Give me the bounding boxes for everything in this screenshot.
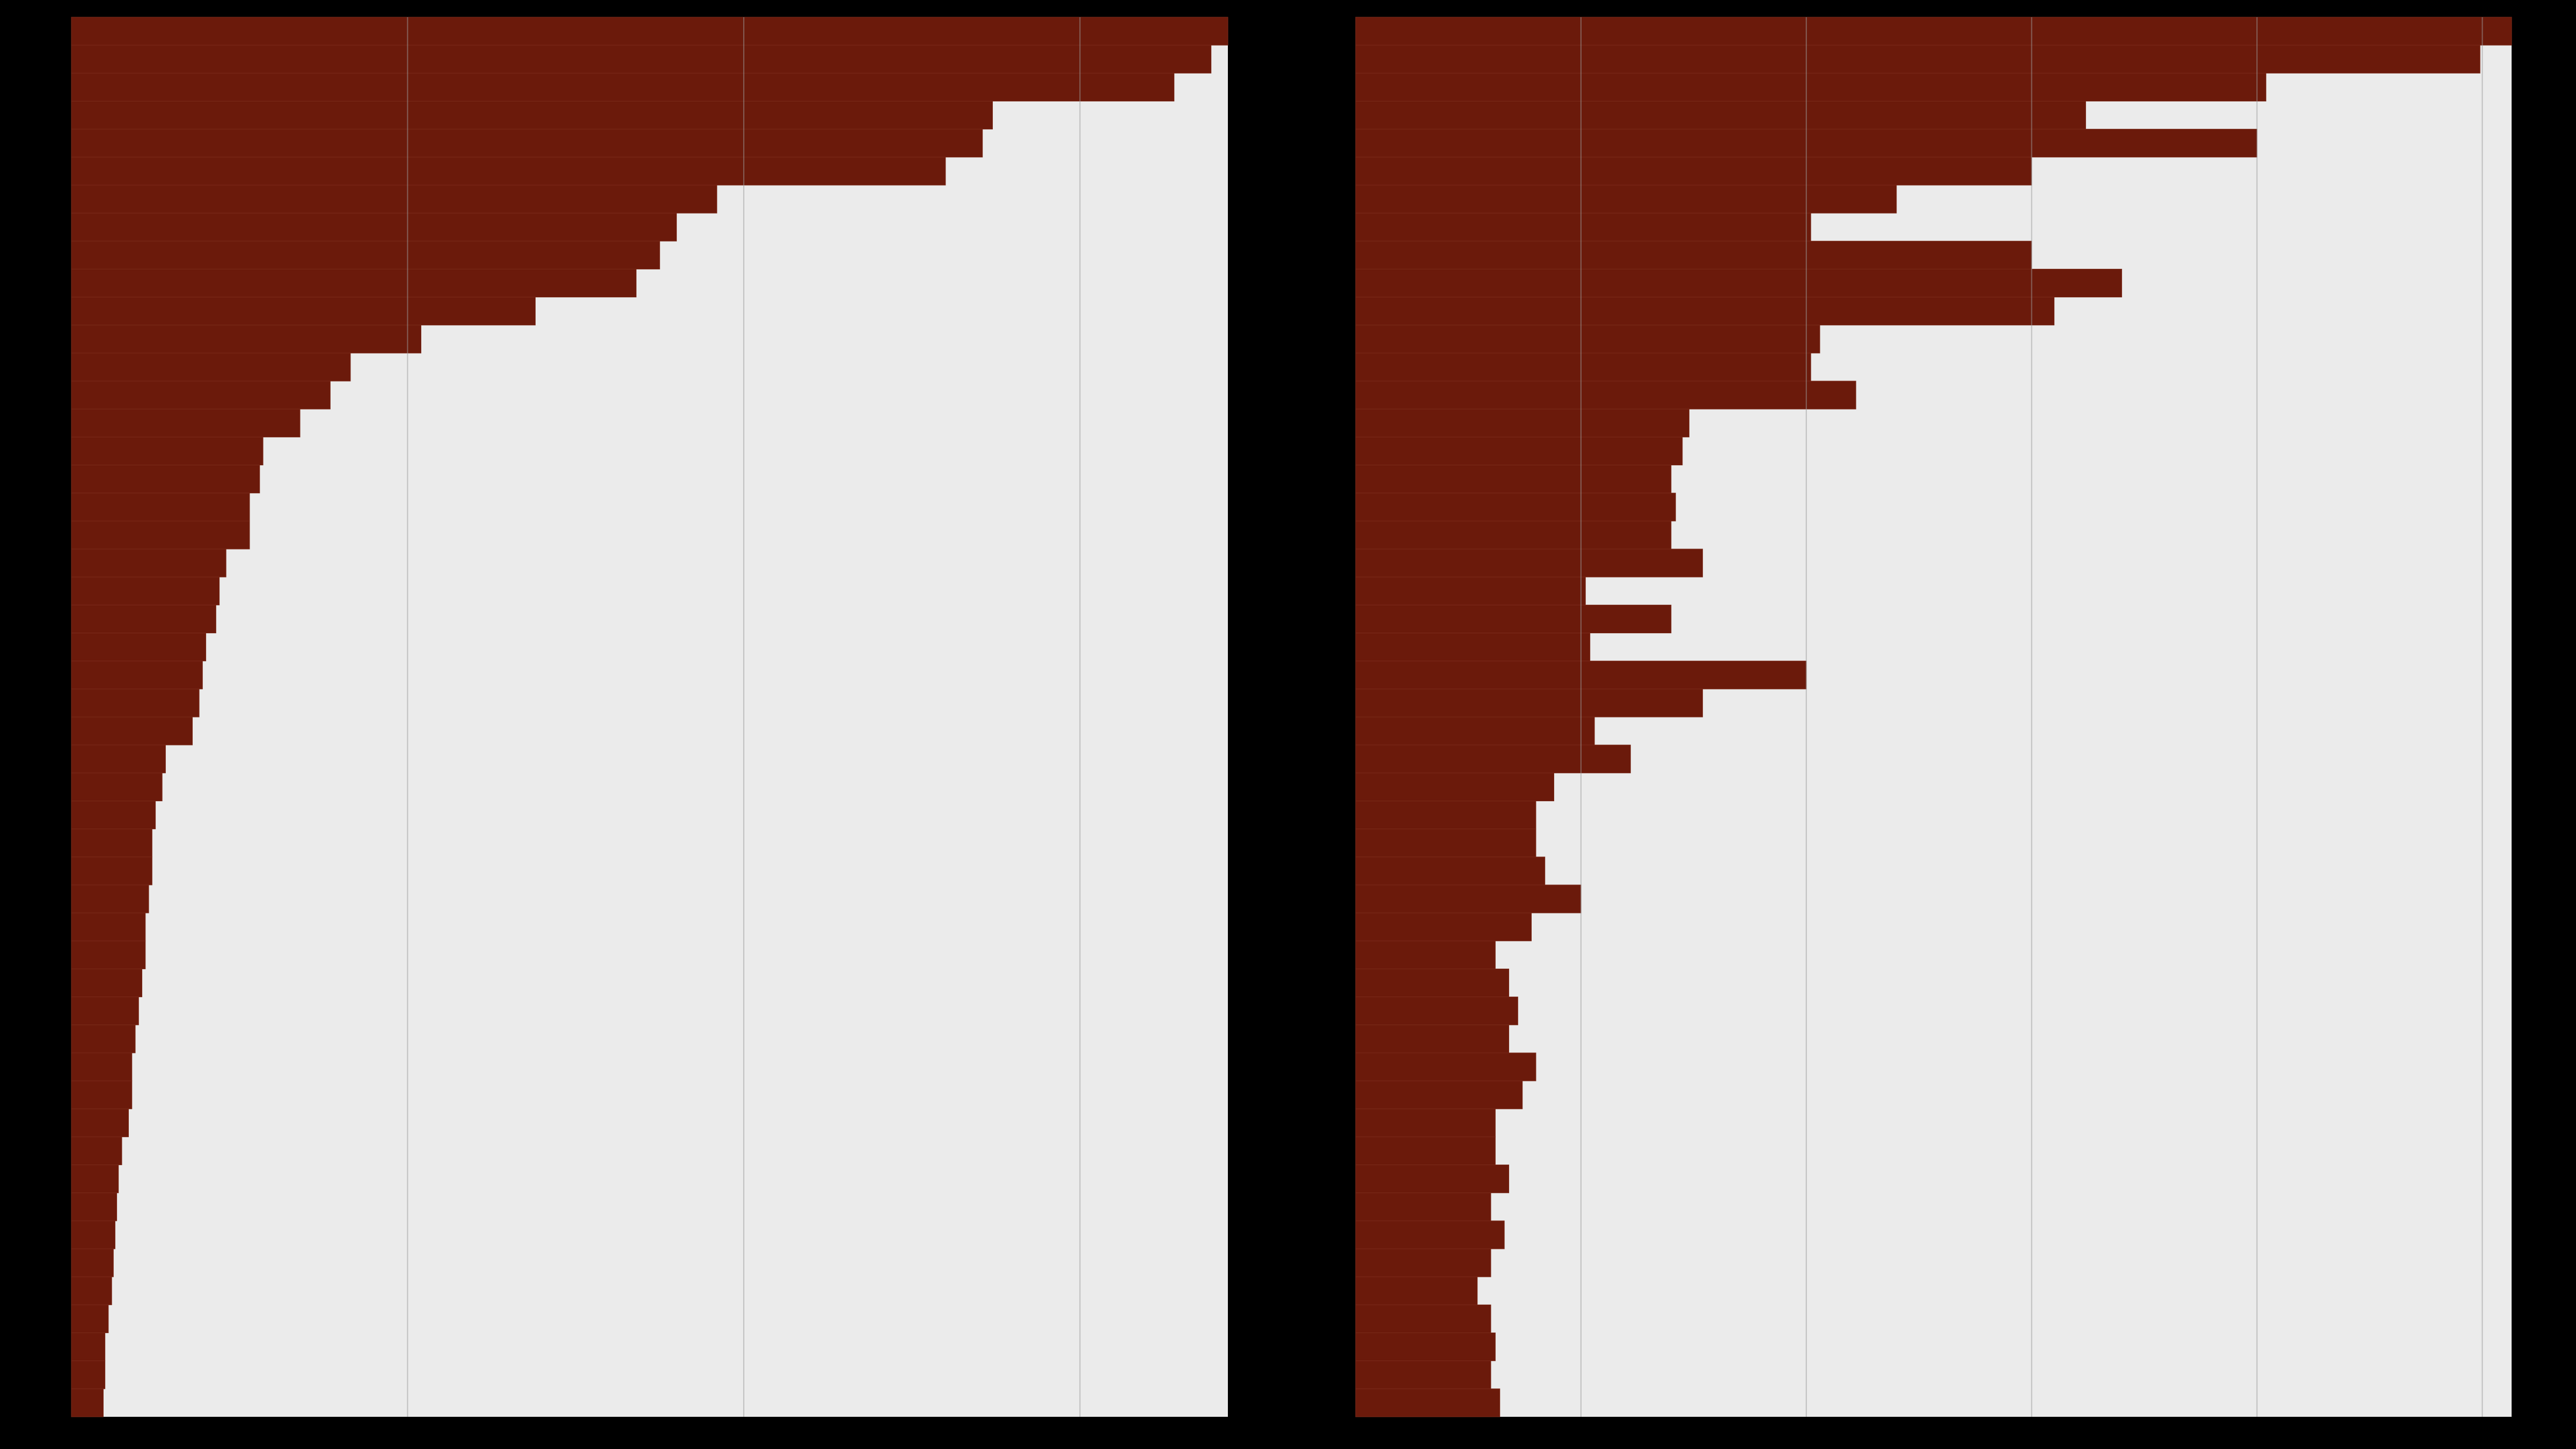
chart-1-bar-16 bbox=[71, 436, 264, 466]
chart-1-bar-17 bbox=[71, 465, 260, 494]
chart-2-bar-38 bbox=[1355, 1052, 1536, 1081]
chart-2-bar-13 bbox=[1355, 353, 1811, 382]
chart-2-bar-41 bbox=[1355, 1136, 1496, 1166]
chart-2-bar-43 bbox=[1355, 1192, 1491, 1221]
chart-1-bar-9 bbox=[71, 240, 660, 269]
chart-1-bar-5 bbox=[71, 129, 983, 158]
chart-1-bar-31 bbox=[71, 857, 152, 885]
chart-1-bar-30 bbox=[71, 829, 152, 858]
chart-2-bar-14 bbox=[1355, 380, 1856, 409]
chart-2-bar-29 bbox=[1355, 800, 1536, 830]
chart-2-bar-40 bbox=[1355, 1108, 1496, 1137]
chart-2-bar-12 bbox=[1355, 325, 1820, 354]
chart-2-bar-44 bbox=[1355, 1220, 1505, 1249]
chart-2-bar-18 bbox=[1355, 493, 1676, 522]
chart-2-bar-17 bbox=[1355, 465, 1672, 494]
chart-2-bar-45 bbox=[1355, 1248, 1491, 1277]
chart-1-bar-4 bbox=[71, 100, 993, 130]
chart-2-bar-39 bbox=[1355, 1080, 1523, 1109]
chart-1-bar-50 bbox=[71, 1388, 104, 1417]
chart-1-bar-13 bbox=[71, 353, 351, 382]
chart-1-bar-43 bbox=[71, 1192, 118, 1221]
chart-2-bar-33 bbox=[1355, 912, 1532, 941]
chart-1-bar-7 bbox=[71, 185, 718, 214]
chart-2-bar-27 bbox=[1355, 744, 1631, 773]
chart-1-bar-45 bbox=[71, 1248, 114, 1277]
chart-1-bar-33 bbox=[71, 912, 146, 941]
chart-1-bar-27 bbox=[71, 744, 166, 773]
chart-1-bar-46 bbox=[71, 1276, 112, 1305]
chart-2-bar-20 bbox=[1355, 548, 1703, 577]
chart-1-bar-18 bbox=[71, 493, 250, 522]
chart-1-bar-49 bbox=[71, 1360, 106, 1389]
chart-2-bar-31 bbox=[1355, 857, 1546, 885]
chart-1-bar-32 bbox=[71, 884, 149, 913]
chart-2-bar-32 bbox=[1355, 884, 1582, 913]
chart-1-bar-48 bbox=[71, 1333, 106, 1362]
chart-1-bar-34 bbox=[71, 940, 146, 969]
chart-2-bar-10 bbox=[1355, 268, 2123, 298]
chart-1-bar-1 bbox=[71, 17, 1228, 46]
chart-2-bar-50 bbox=[1355, 1388, 1501, 1417]
chart-1-bar-20 bbox=[71, 548, 226, 577]
chart-2-bar-7 bbox=[1355, 185, 1897, 214]
chart-1-bar-29 bbox=[71, 800, 156, 830]
chart-2-bar-6 bbox=[1355, 157, 2032, 186]
chart-2-bar-30 bbox=[1355, 829, 1536, 858]
chart-2-bar-49 bbox=[1355, 1360, 1491, 1389]
chart-1-bar-40 bbox=[71, 1108, 129, 1137]
chart-2-bar-46 bbox=[1355, 1276, 1478, 1305]
chart-1-bar-3 bbox=[71, 72, 1175, 101]
chart-1-bar-19 bbox=[71, 521, 250, 550]
chart-1-bar-15 bbox=[71, 408, 301, 437]
chart-1-bar-36 bbox=[71, 997, 139, 1026]
chart-1-bar-2 bbox=[71, 45, 1212, 74]
chart-1-bar-42 bbox=[71, 1165, 119, 1194]
chart-1-bar-8 bbox=[71, 213, 677, 241]
chart-2-bar-26 bbox=[1355, 716, 1595, 745]
chart-2-bar-34 bbox=[1355, 940, 1496, 969]
chart-2-bar-8 bbox=[1355, 213, 1811, 241]
chart-2-bar-22 bbox=[1355, 604, 1672, 634]
chart-2-bar-1 bbox=[1355, 17, 2512, 46]
chart-2-bar-47 bbox=[1355, 1304, 1491, 1334]
chart-1-bar-38 bbox=[71, 1052, 133, 1081]
chart-1-bar-41 bbox=[71, 1136, 122, 1166]
chart-2-bar-36 bbox=[1355, 997, 1518, 1026]
chart-1-bar-12 bbox=[71, 325, 422, 354]
chart-1-bar-35 bbox=[71, 968, 143, 998]
chart-2-bar-9 bbox=[1355, 240, 2032, 269]
chart-1-bar-14 bbox=[71, 380, 331, 409]
chart-2-bar-35 bbox=[1355, 968, 1510, 998]
chart-1-bar-37 bbox=[71, 1024, 136, 1053]
chart-1-bar-21 bbox=[71, 576, 220, 605]
chart-1-bar-22 bbox=[71, 604, 216, 634]
chart-2-bar-2 bbox=[1355, 45, 2480, 74]
chart-2-bar-42 bbox=[1355, 1165, 1510, 1194]
chart-1-bar-39 bbox=[71, 1080, 133, 1109]
chart-2-bar-25 bbox=[1355, 689, 1703, 718]
chart-2-bar-48 bbox=[1355, 1333, 1496, 1362]
chart-2-bar-15 bbox=[1355, 408, 1689, 437]
chart-2-bar-3 bbox=[1355, 72, 2266, 101]
chart-1-bar-24 bbox=[71, 661, 203, 690]
chart-2-bar-21 bbox=[1355, 576, 1586, 605]
chart-1-bar-44 bbox=[71, 1220, 115, 1249]
chart-2-bar-28 bbox=[1355, 772, 1554, 801]
chart-1-bar-10 bbox=[71, 268, 636, 298]
chart-2-bar-19 bbox=[1355, 521, 1672, 550]
chart-2-bar-37 bbox=[1355, 1024, 1510, 1053]
chart-1-bar-47 bbox=[71, 1304, 109, 1334]
chart-1-bar-23 bbox=[71, 633, 207, 662]
chart-2-bar-16 bbox=[1355, 436, 1683, 466]
chart-1-bar-25 bbox=[71, 689, 200, 718]
chart-2-bar-4 bbox=[1355, 100, 2086, 130]
chart-1-bar-28 bbox=[71, 772, 163, 801]
chart-1-bar-6 bbox=[71, 157, 946, 186]
chart-1-bar-26 bbox=[71, 716, 193, 745]
chart-2-bar-11 bbox=[1355, 297, 2055, 326]
chart-2-bar-23 bbox=[1355, 633, 1591, 662]
chart-1-bar-11 bbox=[71, 297, 536, 326]
